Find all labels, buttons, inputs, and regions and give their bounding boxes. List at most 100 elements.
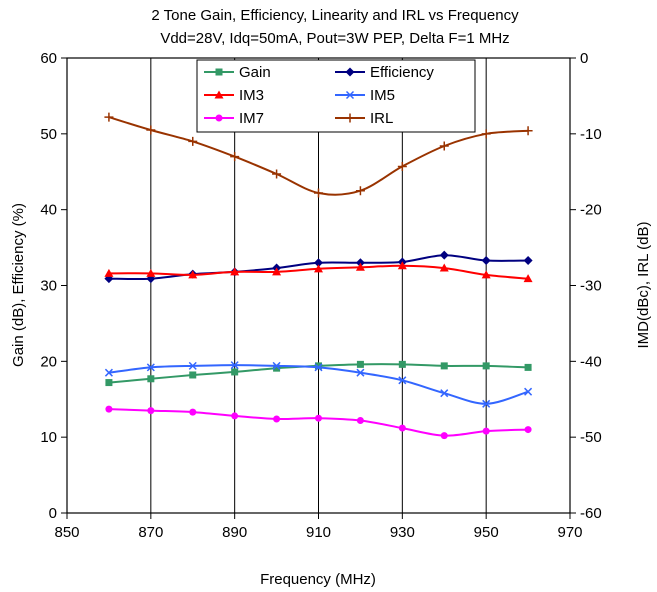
data-point-irl bbox=[230, 152, 240, 162]
data-point-gain bbox=[231, 368, 239, 376]
x-tick-label: 970 bbox=[557, 524, 582, 541]
y-left-tick-label: 40 bbox=[40, 202, 57, 219]
legend: Gain Efficiency IM3 IM5 IM7 IRL bbox=[196, 59, 476, 133]
series-im7 bbox=[105, 405, 532, 440]
legend-marker bbox=[215, 68, 223, 76]
data-point-im7 bbox=[189, 408, 197, 416]
data-point-irl bbox=[146, 125, 156, 135]
data-point-im3 bbox=[146, 268, 156, 277]
data-point-gain bbox=[398, 360, 406, 368]
data-point-im7 bbox=[147, 407, 155, 415]
x-tick-label: 950 bbox=[474, 524, 499, 541]
series-layer bbox=[104, 112, 533, 440]
chart-subtitle: Vdd=28V, Idq=50mA, Pout=3W PEP, Delta F=… bbox=[160, 30, 509, 47]
data-point-im7 bbox=[231, 412, 239, 420]
data-point-im3 bbox=[272, 267, 282, 276]
data-point-gain bbox=[356, 360, 364, 368]
data-point-efficiency bbox=[314, 258, 323, 268]
data-point-irl bbox=[314, 188, 323, 198]
y-left-tick-label: 50 bbox=[40, 126, 57, 143]
data-point-im7 bbox=[398, 424, 406, 432]
data-point-im5 bbox=[440, 389, 449, 398]
data-point-irl bbox=[188, 136, 198, 146]
data-point-efficiency bbox=[355, 258, 365, 268]
data-point-im7 bbox=[315, 414, 322, 422]
data-point-im5 bbox=[398, 376, 407, 385]
data-point-gain bbox=[482, 362, 490, 370]
data-point-im7 bbox=[482, 427, 490, 435]
legend-entry-im5: IM5 bbox=[335, 87, 395, 104]
legend-label: IM5 bbox=[370, 87, 395, 104]
y-right-tick-label: -20 bbox=[580, 202, 602, 219]
data-point-irl bbox=[481, 129, 491, 139]
chart-title: 2 Tone Gain, Efficiency, Linearity and I… bbox=[151, 7, 519, 24]
data-point-im5 bbox=[314, 363, 323, 372]
data-point-gain bbox=[440, 362, 448, 370]
y-right-tick-label: -30 bbox=[580, 278, 602, 295]
data-point-im5 bbox=[524, 387, 533, 396]
x-axis-title: Frequency (MHz) bbox=[260, 571, 376, 588]
legend-label: IM3 bbox=[239, 87, 264, 104]
y-left-tick-label: 0 bbox=[49, 505, 57, 522]
x-tick-label: 910 bbox=[306, 524, 331, 541]
legend-entry-irl: IRL bbox=[335, 110, 393, 127]
legend-marker bbox=[345, 90, 355, 100]
series-gain bbox=[105, 360, 532, 387]
data-point-im7 bbox=[356, 416, 364, 424]
data-point-im5 bbox=[272, 361, 281, 370]
data-point-irl bbox=[523, 126, 533, 136]
y-right-tick-label: -60 bbox=[580, 505, 602, 522]
data-point-im5 bbox=[104, 368, 113, 377]
data-point-gain bbox=[315, 362, 322, 370]
legend-marker bbox=[215, 114, 223, 122]
data-point-irl bbox=[355, 186, 365, 196]
data-point-im7 bbox=[440, 432, 448, 440]
data-point-im3 bbox=[355, 262, 365, 271]
data-point-irl bbox=[272, 169, 282, 179]
y-right-tick-label: 0 bbox=[580, 50, 588, 67]
legend-label: Gain bbox=[239, 64, 271, 81]
y-left-tick-label: 30 bbox=[40, 278, 57, 295]
data-point-efficiency bbox=[439, 250, 449, 260]
data-point-im3 bbox=[523, 274, 533, 283]
data-point-gain bbox=[189, 371, 197, 379]
x-tick-label: 930 bbox=[390, 524, 415, 541]
y-right-tick-label: -50 bbox=[580, 429, 602, 446]
data-point-irl bbox=[397, 161, 407, 171]
legend-label: IM7 bbox=[239, 110, 264, 127]
legend-entry-gain: Gain bbox=[204, 64, 271, 81]
data-point-irl bbox=[104, 112, 114, 122]
y-left-tick-label: 10 bbox=[40, 429, 57, 446]
data-point-im5 bbox=[230, 361, 239, 370]
y-left-tick-label: 20 bbox=[40, 353, 57, 370]
y-axis-left-title: Gain (dB), Efficiency (%) bbox=[10, 203, 27, 367]
data-point-im3 bbox=[397, 261, 407, 270]
legend-entry-im7: IM7 bbox=[204, 110, 264, 127]
axis-ticks: 850 870 890 910 930 950 970 0 10 20 30 40 50 60 -60 -50… bbox=[40, 50, 601, 541]
y-right-tick-label: -40 bbox=[580, 353, 602, 370]
data-point-im5 bbox=[188, 361, 197, 370]
data-point-im7 bbox=[524, 426, 532, 434]
data-point-im5 bbox=[146, 363, 155, 372]
data-point-im7 bbox=[273, 415, 281, 423]
y-right-tick-label: -10 bbox=[580, 126, 602, 143]
y-left-tick-label: 60 bbox=[40, 50, 57, 67]
legend-label: Efficiency bbox=[370, 64, 434, 81]
y-axis-right-title: IMD(dBc), IRL (dB) bbox=[635, 222, 652, 349]
data-point-im5 bbox=[482, 399, 491, 408]
data-point-im5 bbox=[356, 368, 365, 377]
data-point-efficiency bbox=[481, 255, 491, 265]
data-point-im3 bbox=[230, 267, 240, 276]
data-point-im3 bbox=[104, 268, 114, 277]
data-point-gain bbox=[524, 363, 532, 371]
data-point-gain bbox=[273, 364, 281, 372]
data-point-im3 bbox=[481, 270, 491, 279]
legend-entry-efficiency: Efficiency bbox=[335, 64, 434, 81]
data-point-im7 bbox=[105, 405, 113, 413]
data-point-im3 bbox=[439, 263, 449, 272]
data-point-im3 bbox=[314, 264, 323, 273]
data-point-gain bbox=[147, 375, 155, 383]
x-tick-label: 890 bbox=[222, 524, 247, 541]
data-point-im3 bbox=[188, 270, 198, 279]
